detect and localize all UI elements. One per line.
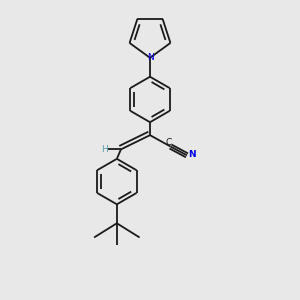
Text: N: N: [188, 150, 196, 159]
Text: C: C: [166, 138, 172, 147]
Text: H: H: [101, 145, 108, 154]
Text: N: N: [147, 53, 153, 62]
